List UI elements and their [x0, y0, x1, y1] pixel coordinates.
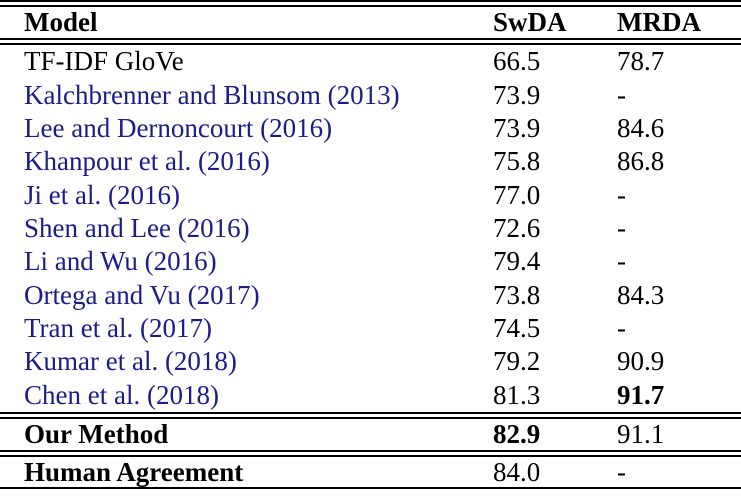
column-header-swda: SwDA — [493, 7, 567, 37]
rule-top — [0, 0, 741, 7]
swda-value: 77.0 — [493, 179, 541, 210]
mrda-value: - — [617, 79, 626, 110]
human-agreement-row-section: Human Agreement 84.0 - — [0, 457, 741, 487]
table-header-row: Model SwDA MRDA — [0, 7, 741, 38]
table-row: Ji et al. (2016) 77.0 - — [0, 178, 741, 211]
citation-link[interactable]: Khanpour et al. (2016) — [24, 146, 270, 177]
citation-link[interactable]: Ji et al. (2016) — [24, 179, 180, 210]
swda-value: 66.5 — [493, 46, 541, 77]
mrda-value: - — [617, 456, 626, 487]
table-row: Kalchbrenner and Blunsom (2013) 73.9 - — [0, 78, 741, 111]
table-row: Li and Wu (2016) 79.4 - — [0, 245, 741, 278]
mrda-value: 84.3 — [617, 279, 665, 310]
column-header-mrda: MRDA — [617, 7, 701, 37]
table-row: Chen et al. (2018) 81.3 91.7 — [0, 379, 741, 412]
mrda-value: - — [617, 313, 626, 344]
citation-link[interactable]: Tran et al. (2017) — [24, 313, 212, 344]
table-row: Tran et al. (2017) 74.5 - — [0, 312, 741, 345]
table-row: Lee and Dernoncourt (2016) 73.9 84.6 — [0, 112, 741, 145]
mrda-value: 91.7 — [617, 379, 665, 410]
citation-link[interactable]: Kalchbrenner and Blunsom (2013) — [24, 79, 400, 110]
mrda-value: - — [617, 179, 626, 210]
swda-value: 74.5 — [493, 313, 541, 344]
table-row: TF-IDF GloVe 66.5 78.7 — [0, 45, 741, 78]
citation-link[interactable]: Shen and Lee (2016) — [24, 212, 250, 243]
column-header-model: Model — [24, 7, 98, 37]
mrda-value: - — [617, 246, 626, 277]
table-row: Khanpour et al. (2016) 75.8 86.8 — [0, 145, 741, 178]
table-row: Kumar et al. (2018) 79.2 90.9 — [0, 345, 741, 378]
swda-value: 79.2 — [493, 346, 541, 377]
mrda-value: 91.1 — [617, 419, 665, 449]
swda-value: 72.6 — [493, 212, 541, 243]
prior-work-rows: TF-IDF GloVe 66.5 78.7 Kalchbrenner and … — [0, 45, 741, 412]
rule-above-our-method — [0, 412, 741, 419]
mrda-value: 78.7 — [617, 46, 665, 77]
citation-link[interactable]: Kumar et al. (2018) — [24, 346, 237, 377]
citation-link[interactable]: Li and Wu (2016) — [24, 246, 217, 277]
citation-link[interactable]: Ortega and Vu (2017) — [24, 279, 260, 310]
swda-value: 82.9 — [493, 419, 541, 449]
model-name: Human Agreement — [24, 456, 244, 487]
table-row: Shen and Lee (2016) 72.6 - — [0, 212, 741, 245]
citation-link[interactable]: Lee and Dernoncourt (2016) — [24, 112, 333, 143]
mrda-value: 84.6 — [617, 112, 665, 143]
mrda-value: - — [617, 212, 626, 243]
swda-value: 81.3 — [493, 379, 541, 410]
model-name: TF-IDF GloVe — [24, 46, 184, 77]
rule-above-human-agreement — [0, 450, 741, 457]
model-name: Our Method — [24, 419, 169, 449]
swda-value: 79.4 — [493, 246, 541, 277]
swda-value: 73.8 — [493, 279, 541, 310]
swda-value: 73.9 — [493, 112, 541, 143]
table-row: Our Method 82.9 91.1 — [0, 419, 741, 450]
citation-link[interactable]: Chen et al. (2018) — [24, 379, 219, 410]
mrda-value: 86.8 — [617, 146, 665, 177]
table-row: Human Agreement 84.0 - — [0, 457, 741, 487]
rule-below-header — [0, 38, 741, 45]
swda-value: 73.9 — [493, 79, 541, 110]
swda-value: 75.8 — [493, 146, 541, 177]
mrda-value: 90.9 — [617, 346, 665, 377]
table-row: Ortega and Vu (2017) 73.8 84.3 — [0, 279, 741, 312]
our-method-row-section: Our Method 82.9 91.1 — [0, 419, 741, 450]
swda-value: 84.0 — [493, 456, 541, 487]
rule-bottom — [0, 487, 741, 490]
